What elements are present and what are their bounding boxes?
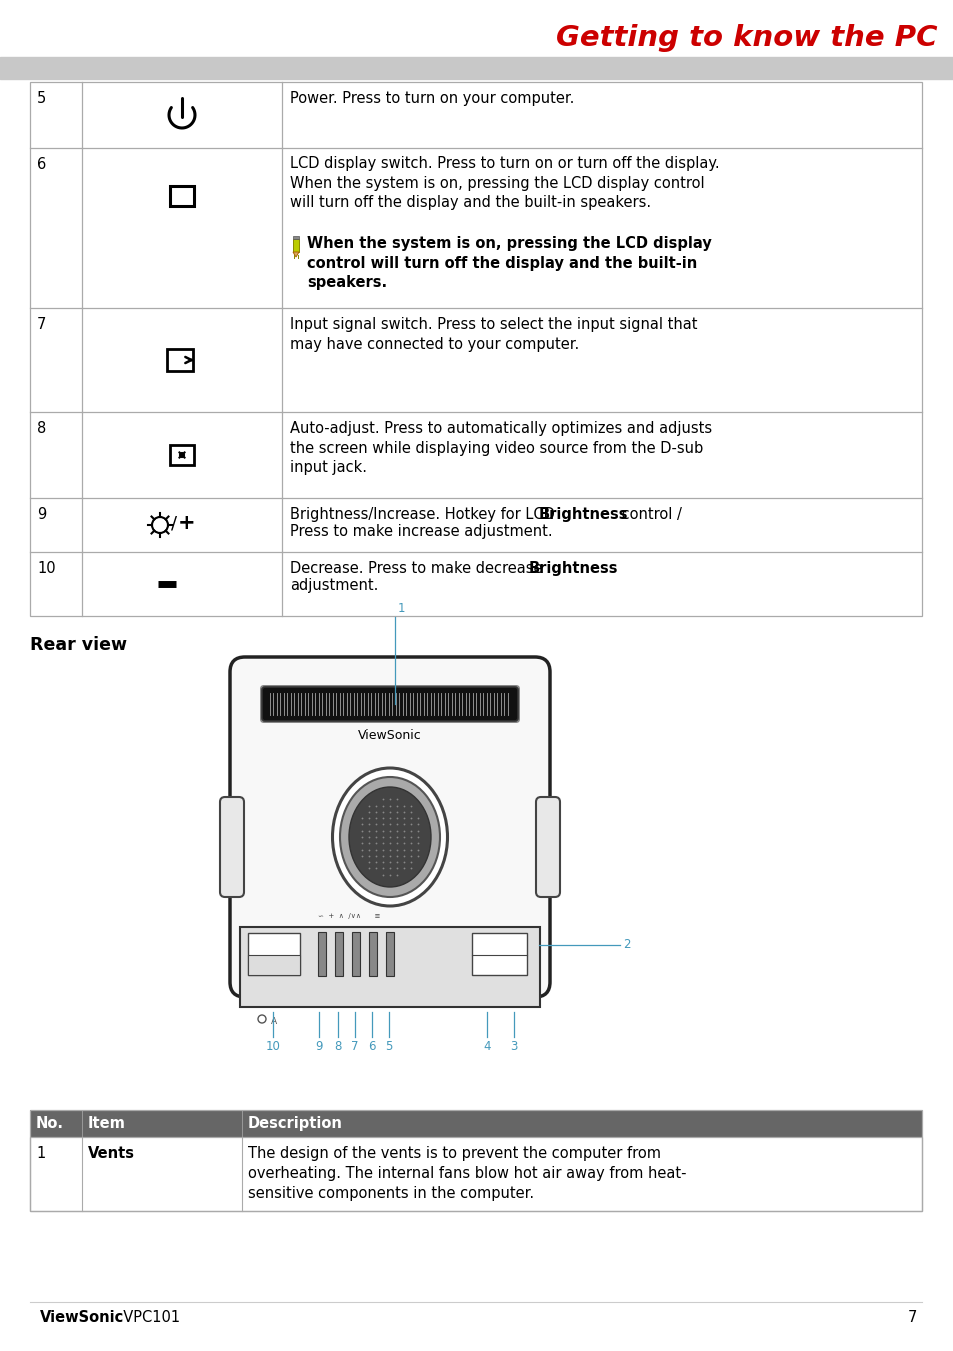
Text: adjustment.: adjustment.	[290, 578, 378, 593]
FancyBboxPatch shape	[260, 685, 519, 723]
Bar	[293, 236, 298, 239]
Bar	[317, 932, 326, 975]
Text: Vents: Vents	[88, 1146, 135, 1161]
Text: 9: 9	[314, 1040, 322, 1052]
Text: Brightness: Brightness	[538, 507, 628, 521]
Bar	[170, 444, 193, 465]
Text: +: +	[178, 513, 195, 534]
Text: 1: 1	[397, 603, 405, 615]
Bar	[248, 955, 299, 975]
Text: Description: Description	[248, 1116, 342, 1131]
Bar	[369, 932, 376, 975]
Text: The design of the vents is to prevent the computer from
overheating. The interna: The design of the vents is to prevent th…	[248, 1146, 686, 1201]
Text: ∽  +  ∧  /∨∧      ≡: ∽ + ∧ /∨∧ ≡	[317, 913, 380, 919]
Text: VPC101: VPC101	[113, 1310, 180, 1325]
Text: Rear view: Rear view	[30, 636, 127, 654]
Ellipse shape	[333, 767, 447, 907]
Text: 5: 5	[385, 1040, 393, 1052]
Text: Getting to know the PC: Getting to know the PC	[556, 24, 937, 51]
Text: 6: 6	[368, 1040, 375, 1052]
Text: 8: 8	[334, 1040, 341, 1052]
Text: A: A	[271, 1016, 276, 1025]
Bar	[472, 934, 526, 975]
FancyBboxPatch shape	[230, 657, 550, 997]
Text: Item: Item	[88, 1116, 126, 1131]
Text: 10: 10	[265, 1040, 280, 1052]
Bar	[240, 927, 539, 1006]
FancyBboxPatch shape	[220, 797, 244, 897]
Text: Press to make increase adjustment.: Press to make increase adjustment.	[290, 524, 552, 539]
Text: 7: 7	[37, 317, 47, 332]
Bar	[167, 349, 193, 372]
Text: 3: 3	[510, 1040, 517, 1052]
Text: 7: 7	[906, 1310, 916, 1325]
Text: Brightness/Increase. Hotkey for LCD: Brightness/Increase. Hotkey for LCD	[290, 507, 558, 521]
Text: No.: No.	[36, 1116, 64, 1131]
Text: 4: 4	[483, 1040, 490, 1052]
Polygon shape	[293, 253, 298, 257]
Text: ViewSonic: ViewSonic	[40, 1310, 124, 1325]
Text: 6: 6	[37, 157, 46, 172]
Text: Brightness: Brightness	[529, 561, 618, 576]
Bar	[248, 934, 299, 975]
Bar	[335, 932, 343, 975]
Text: 2: 2	[622, 939, 630, 951]
Text: Input signal switch. Press to select the input signal that
may have connected to: Input signal switch. Press to select the…	[290, 317, 697, 351]
Text: When the system is on, pressing the LCD display
control will turn off the displa: When the system is on, pressing the LCD …	[307, 236, 711, 290]
Ellipse shape	[349, 788, 431, 888]
Text: 10: 10	[37, 561, 55, 576]
Bar	[386, 932, 394, 975]
Text: Auto-adjust. Press to automatically optimizes and adjusts
the screen while displ: Auto-adjust. Press to automatically opti…	[290, 422, 711, 476]
Text: /: /	[171, 513, 177, 532]
Text: 8: 8	[37, 422, 46, 436]
FancyBboxPatch shape	[536, 797, 559, 897]
Text: LCD display switch. Press to turn on or turn off the display.
When the system is: LCD display switch. Press to turn on or …	[290, 155, 719, 211]
Text: Power. Press to turn on your computer.: Power. Press to turn on your computer.	[290, 91, 574, 105]
Text: ViewSonic: ViewSonic	[357, 730, 421, 742]
Bar	[30, 1111, 921, 1210]
Text: Decrease. Press to make decrease: Decrease. Press to make decrease	[290, 561, 547, 576]
Text: control /: control /	[617, 507, 681, 521]
Bar	[30, 1138, 921, 1210]
Bar	[170, 186, 193, 205]
Text: 1: 1	[36, 1146, 45, 1161]
Bar	[30, 82, 921, 616]
Bar	[352, 932, 359, 975]
Ellipse shape	[339, 777, 439, 897]
FancyBboxPatch shape	[262, 688, 517, 721]
Text: 7: 7	[351, 1040, 358, 1052]
Polygon shape	[293, 239, 298, 253]
Text: 9: 9	[37, 507, 46, 521]
Bar	[0, 57, 953, 78]
Text: 5: 5	[37, 91, 46, 105]
FancyBboxPatch shape	[247, 988, 533, 1005]
Bar	[30, 1111, 921, 1138]
